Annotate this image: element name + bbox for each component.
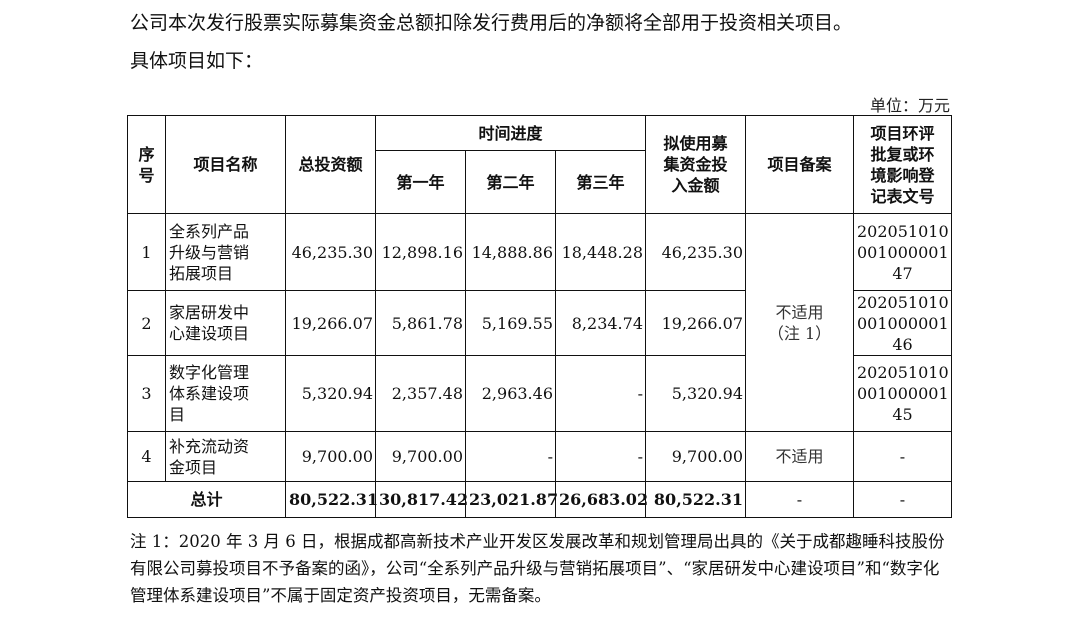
cell-seq: 2 xyxy=(127,290,166,356)
cell-name: 家居研发中 心建设项目 xyxy=(165,290,286,356)
cell-name: 补充流动资 金项目 xyxy=(165,431,286,482)
total-year1: 30,817.42 xyxy=(375,481,468,518)
total-year2: 23,021.87 xyxy=(465,481,558,518)
header-year3: 第三年 xyxy=(555,150,646,214)
total-label: 总计 xyxy=(127,481,286,518)
project-table: 序 号 项目名称 总投资额 时间进度 拟使用募 集资金投 入金额 项目备案 项目… xyxy=(127,115,952,518)
cell-seq: 3 xyxy=(127,355,166,432)
total-year3: 26,683.02 xyxy=(555,481,648,518)
intro-lead: 具体项目如下： xyxy=(130,50,264,72)
cell-name: 全系列产品 升级与营销 拓展项目 xyxy=(165,213,286,291)
header-year2: 第二年 xyxy=(465,150,556,214)
cell-env: 202051010 001000001 45 xyxy=(853,355,952,432)
cell-year2: - xyxy=(465,431,556,482)
cell-year1: 2,357.48 xyxy=(375,355,466,432)
cell-year3: - xyxy=(555,431,646,482)
cell-year2: 5,169.55 xyxy=(465,290,556,356)
cell-year1: 9,700.00 xyxy=(375,431,466,482)
cell-total: 46,235.30 xyxy=(285,213,376,291)
cell-seq: 4 xyxy=(127,431,166,482)
total-env: - xyxy=(853,481,952,518)
header-total: 总投资额 xyxy=(285,115,376,214)
total-planned: 80,522.31 xyxy=(645,481,746,518)
cell-planned: 46,235.30 xyxy=(645,213,746,291)
total-total: 80,522.31 xyxy=(285,481,378,518)
cell-name: 数字化管理 体系建设项 目 xyxy=(165,355,286,432)
cell-year1: 5,861.78 xyxy=(375,290,466,356)
total-row: 总计 80,522.31 30,817.42 23,021.87 26,683.… xyxy=(127,481,952,518)
intro-paragraph: 公司本次发行股票实际募集资金总额扣除发行费用后的净额将全部用于投资相关项目。 xyxy=(130,12,853,34)
cell-env: - xyxy=(853,431,952,482)
cell-seq: 1 xyxy=(127,213,166,291)
cell-year3: 8,234.74 xyxy=(555,290,646,356)
cell-planned: 19,266.07 xyxy=(645,290,746,356)
table-row: 4 补充流动资 金项目 9,700.00 9,700.00 - - 9,700.… xyxy=(127,431,952,482)
header-year1: 第一年 xyxy=(375,150,466,214)
cell-filing-merged: 不适用 （注 1） xyxy=(745,213,854,432)
cell-total: 9,700.00 xyxy=(285,431,376,482)
header-env: 项目环评 批复或环 境影响登 记表文号 xyxy=(853,115,952,214)
cell-env: 202051010 001000001 47 xyxy=(853,213,952,291)
cell-year2: 14,888.86 xyxy=(465,213,556,291)
header-name: 项目名称 xyxy=(165,115,286,214)
cell-year1: 12,898.16 xyxy=(375,213,466,291)
cell-filing: 不适用 xyxy=(745,431,854,482)
footnote: 注 1：2020 年 3 月 6 日，根据成都高新技术产业开发区发展改革和规划管… xyxy=(130,532,945,605)
cell-year2: 2,963.46 xyxy=(465,355,556,432)
header-planned: 拟使用募 集资金投 入金额 xyxy=(645,115,746,214)
header-filing: 项目备案 xyxy=(745,115,854,214)
cell-total: 19,266.07 xyxy=(285,290,376,356)
total-filing: - xyxy=(745,481,854,518)
header-seq: 序 号 xyxy=(127,115,166,214)
cell-year3: - xyxy=(555,355,646,432)
table-row: 1 全系列产品 升级与营销 拓展项目 46,235.30 12,898.16 1… xyxy=(127,213,952,432)
unit-label: 单位：万元 xyxy=(869,96,950,115)
cell-year3: 18,448.28 xyxy=(555,213,646,291)
header-schedule: 时间进度 xyxy=(375,115,646,151)
cell-planned: 9,700.00 xyxy=(645,431,746,482)
table-row: 2 家居研发中 心建设项目 19,266.07 5,861.78 5,169.5… xyxy=(127,290,952,356)
cell-planned: 5,320.94 xyxy=(645,355,746,432)
table-row: 3 数字化管理 体系建设项 目 5,320.94 2,357.48 2,963.… xyxy=(127,355,952,432)
cell-env: 202051010 001000001 46 xyxy=(853,290,952,356)
cell-total: 5,320.94 xyxy=(285,355,376,432)
